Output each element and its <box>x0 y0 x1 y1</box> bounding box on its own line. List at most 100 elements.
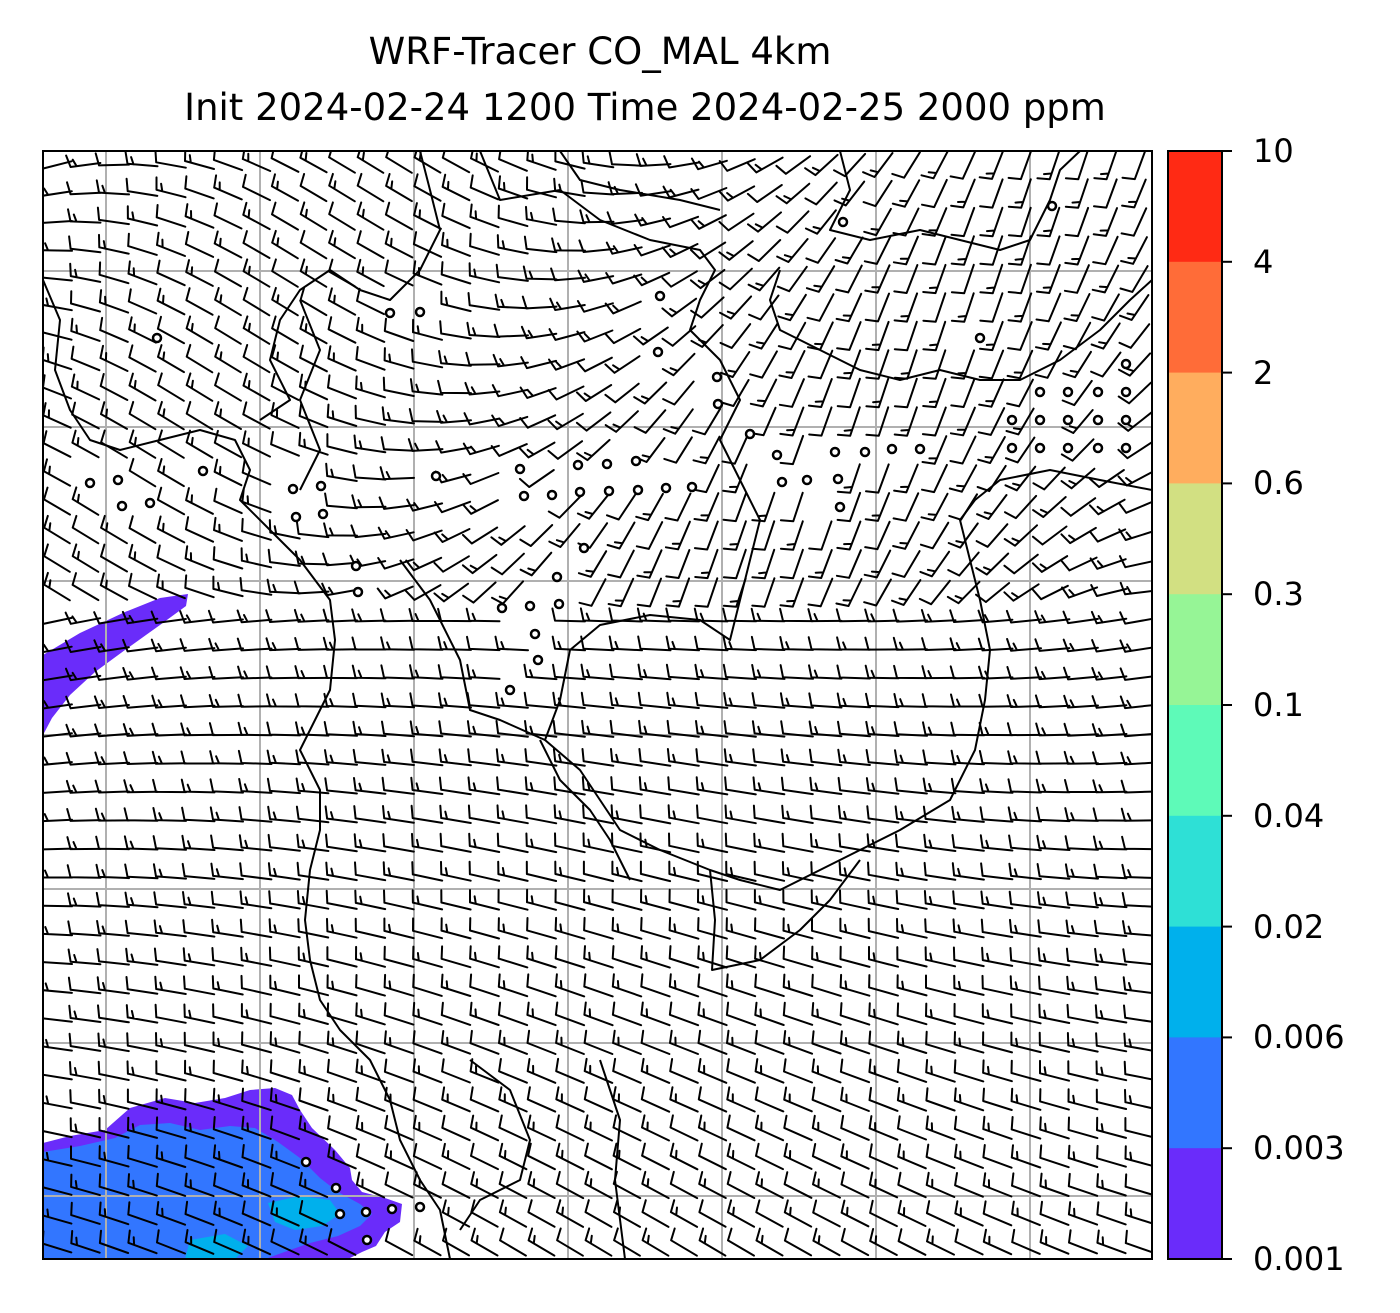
calm-wind-circle <box>776 476 788 488</box>
wind-barb <box>548 523 581 548</box>
wind-barb <box>67 892 102 908</box>
wind-barb <box>65 695 102 710</box>
wind-barb <box>979 778 1014 794</box>
wind-barb <box>356 287 385 316</box>
wind-barb <box>808 748 843 767</box>
wind-barb <box>1036 834 1071 851</box>
wind-barb <box>299 201 328 231</box>
wind-barb <box>266 749 301 766</box>
wind-barb <box>982 1031 1013 1054</box>
wind-barb <box>1094 1004 1128 1024</box>
wind-barb <box>751 692 786 709</box>
wind-barb <box>524 720 558 738</box>
wind-barb <box>662 380 695 406</box>
wind-barb <box>411 832 444 853</box>
wind-barb <box>640 1057 671 1084</box>
wind-barb <box>526 945 557 969</box>
wind-barb <box>440 290 472 313</box>
wind-barb <box>698 1142 727 1171</box>
wind-barb <box>207 609 244 624</box>
wind-barb <box>721 435 749 465</box>
wind-barb <box>633 271 671 287</box>
wind-barb <box>1035 722 1071 737</box>
wind-barb <box>71 514 100 545</box>
wind-barb <box>1005 436 1036 464</box>
wind-barb <box>209 778 244 794</box>
wind-barb <box>552 719 586 738</box>
wind-barb <box>67 208 102 224</box>
wind-barb <box>837 748 871 766</box>
wind-barb <box>779 692 814 709</box>
wind-barb <box>1064 807 1099 822</box>
wind-barb <box>835 578 863 607</box>
wind-barb <box>978 151 1004 180</box>
wind-barb <box>637 691 672 709</box>
wind-barb <box>65 667 102 682</box>
wind-barb <box>975 523 1009 548</box>
calm-wind-circle <box>524 600 536 612</box>
wind-barb <box>461 553 498 575</box>
wind-barb <box>267 833 301 852</box>
wind-barb <box>977 609 1014 624</box>
wind-barb <box>836 692 871 709</box>
wind-barb <box>180 694 216 709</box>
wind-barb <box>554 1001 586 1027</box>
wind-barb <box>527 1171 556 1199</box>
wind-barb <box>208 694 244 708</box>
wind-barb <box>404 584 442 601</box>
wind-barb <box>439 320 472 340</box>
wind-barb <box>695 748 729 767</box>
wind-barb <box>555 1086 585 1113</box>
wind-barb <box>43 813 73 823</box>
wind-barb <box>896 1002 928 1026</box>
wind-barb <box>868 1086 899 1112</box>
wind-barb <box>727 1227 755 1257</box>
wind-barb <box>1124 1145 1152 1167</box>
wind-barb <box>638 776 672 796</box>
wind-barb <box>519 524 554 547</box>
wind-barb <box>921 637 957 651</box>
wind-barb <box>97 1060 130 1081</box>
wind-barb <box>184 516 215 543</box>
wind-barb <box>608 151 643 167</box>
wind-barb <box>583 916 614 940</box>
wind-barb <box>410 776 444 795</box>
wind-barb <box>698 1171 727 1199</box>
wind-barb <box>552 748 586 767</box>
wind-barb <box>384 259 414 287</box>
wind-barb <box>837 805 871 824</box>
calm-wind-circle <box>84 477 96 489</box>
wind-barb <box>1067 1116 1099 1140</box>
wind-barb <box>441 173 471 202</box>
wind-barb <box>869 1228 898 1256</box>
calm-wind-circle <box>1034 414 1046 426</box>
wind-barb <box>326 403 358 427</box>
wind-barb <box>412 318 443 341</box>
wind-barb <box>43 904 73 908</box>
wind-barb <box>526 151 557 171</box>
wind-barb <box>950 378 976 408</box>
wind-barb <box>327 1228 357 1256</box>
wind-barb <box>155 176 187 199</box>
calm-wind-circle <box>1062 414 1074 426</box>
wind-barb <box>783 1058 813 1084</box>
wind-barb <box>811 1002 842 1026</box>
wind-barb <box>242 258 271 288</box>
wind-barb <box>1118 528 1152 541</box>
wind-barb <box>689 268 726 290</box>
wind-barb <box>864 492 891 522</box>
wind-barb <box>71 572 100 602</box>
wind-barb <box>465 351 501 366</box>
wind-barb <box>412 231 443 258</box>
wind-barb <box>947 551 980 577</box>
wind-barb <box>723 720 757 738</box>
wind-barb <box>179 666 216 680</box>
wind-barb <box>922 349 947 380</box>
wind-barb <box>125 177 159 197</box>
wind-barb <box>806 293 835 322</box>
wind-barb <box>123 835 159 851</box>
wind-barb <box>327 287 357 316</box>
calm-wind-circle <box>603 485 615 497</box>
wind-barb <box>697 973 728 998</box>
wind-barb <box>408 608 444 622</box>
